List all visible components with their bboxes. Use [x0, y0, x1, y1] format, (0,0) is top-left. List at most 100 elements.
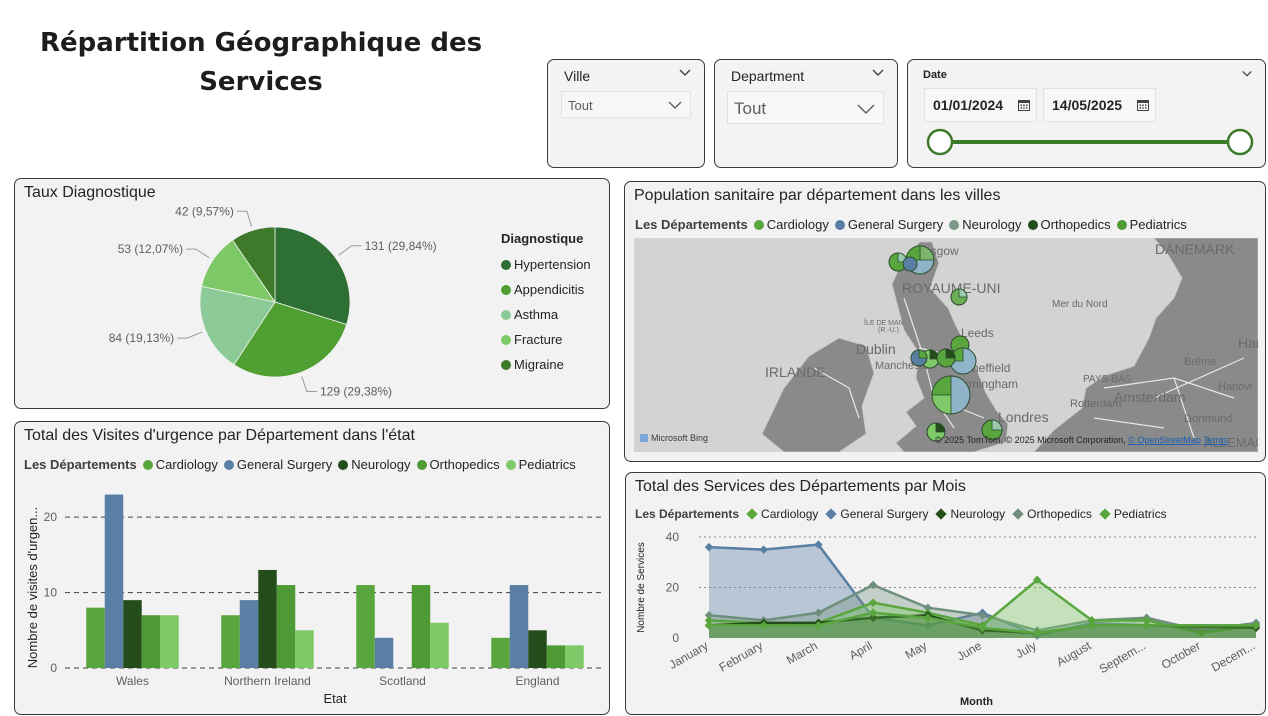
pie-legend-item[interactable]: Appendicitis	[501, 277, 591, 302]
chevron-down-icon[interactable]	[678, 66, 692, 80]
ville-dropdown[interactable]: Tout	[561, 91, 691, 118]
bar[interactable]	[528, 630, 547, 668]
pie-legend-label: Migraine	[514, 357, 564, 372]
legend-item[interactable]: Orthopedics	[1027, 217, 1111, 232]
pie-legend-item[interactable]: Asthma	[501, 302, 591, 327]
date-slicer[interactable]: Date 01/01/2024 14/05/2025	[907, 59, 1266, 168]
map-bubble-small[interactable]	[902, 256, 918, 272]
services-area-card: Total des Services des Départements par …	[625, 472, 1266, 715]
department-slicer[interactable]: Department Tout	[714, 59, 898, 168]
legend-item[interactable]: Pediatrics	[505, 457, 576, 472]
pie-leader-line	[177, 331, 203, 339]
osm-link[interactable]: © OpenStreetMap	[1128, 435, 1201, 445]
legend-item[interactable]: Cardiology	[753, 217, 829, 232]
legend-label: Neurology	[962, 217, 1022, 232]
pie-legend-item[interactable]: Migraine	[501, 352, 591, 377]
map-bubble-derby[interactable]	[936, 348, 956, 368]
legend-item[interactable]: Orthopedics	[416, 457, 500, 472]
bar[interactable]	[295, 630, 314, 668]
data-point[interactable]	[978, 611, 987, 620]
emergency-visits-bar-chart: 0 10 20 Wales Northern Ireland Scotland Englan…	[25, 494, 605, 706]
pie-legend-label: Fracture	[514, 332, 563, 347]
slider-start-handle[interactable]	[926, 128, 954, 156]
bar[interactable]	[123, 600, 142, 668]
start-date-input[interactable]: 01/01/2024	[924, 88, 1037, 122]
legend-item[interactable]: General Surgery	[223, 457, 332, 472]
date-range-slider[interactable]	[918, 122, 1258, 162]
attribution-text: © 2025 TomTom, © 2025 Microsoft Corporat…	[935, 435, 1129, 445]
data-point[interactable]	[814, 608, 823, 617]
bar[interactable]	[509, 585, 529, 668]
bar[interactable]	[411, 585, 431, 668]
department-dropdown[interactable]: Tout	[727, 91, 884, 124]
pie-slice[interactable]	[232, 226, 276, 304]
map-label-irlande: IRLANDE	[765, 364, 826, 380]
bar[interactable]	[258, 569, 277, 668]
legend-item[interactable]: Pediatrics	[1116, 217, 1187, 232]
calendar-icon[interactable]	[1018, 99, 1030, 111]
legend-item[interactable]: General Surgery	[834, 217, 943, 232]
legend-item[interactable]: Orthopedics	[1011, 507, 1092, 521]
bar[interactable]	[565, 645, 584, 668]
bar[interactable]	[141, 615, 161, 668]
bar[interactable]	[276, 585, 296, 668]
data-point[interactable]	[868, 598, 878, 607]
page-title: Répartition Géographique des Services	[39, 28, 483, 97]
ville-slicer[interactable]: Ville Tout	[547, 59, 705, 168]
data-point[interactable]	[1032, 575, 1042, 585]
data-point[interactable]	[978, 623, 987, 633]
bar[interactable]	[491, 637, 510, 668]
map-legend-title: Les Départements	[635, 217, 748, 232]
bar[interactable]	[546, 645, 566, 668]
map-label-allemagne: ALLEMAGN	[1204, 435, 1258, 450]
chevron-down-icon[interactable]	[1241, 68, 1253, 80]
legend-item[interactable]: Cardiology	[142, 457, 218, 472]
data-point[interactable]	[868, 608, 878, 617]
data-point[interactable]	[814, 540, 823, 549]
data-point[interactable]	[814, 621, 823, 630]
map-bubble-birmingham[interactable]	[931, 375, 971, 415]
map-bubble-newcastle[interactable]	[950, 288, 968, 306]
bar[interactable]	[374, 637, 394, 668]
department-dropdown-value: Tout	[734, 99, 767, 118]
data-point[interactable]	[868, 613, 878, 623]
legend-item[interactable]: Pediatrics	[1098, 507, 1167, 521]
map-bubble-liverpool[interactable]	[910, 349, 928, 367]
data-point[interactable]	[868, 580, 878, 590]
map-label-breme: Brême	[1184, 356, 1216, 368]
y-tick-label: 20	[666, 581, 680, 595]
data-point[interactable]	[704, 611, 714, 620]
bar[interactable]	[221, 615, 240, 668]
pie-slice[interactable]	[233, 301, 348, 378]
bar-card-title: Total des Visites d'urgence par Départem…	[24, 427, 415, 444]
map-bubble-bristol[interactable]	[926, 422, 946, 442]
calendar-icon[interactable]	[1137, 99, 1149, 111]
bar[interactable]	[239, 600, 259, 668]
pie-legend-item[interactable]: Fracture	[501, 327, 591, 352]
map-bubble-london[interactable]	[981, 419, 1003, 441]
pie-slice[interactable]	[199, 285, 276, 366]
bar[interactable]	[160, 615, 179, 668]
chevron-down-icon[interactable]	[871, 66, 885, 80]
legend-item[interactable]: Cardiology	[745, 507, 818, 521]
bar[interactable]	[356, 585, 375, 668]
pie-slice[interactable]	[274, 226, 351, 325]
end-date-value: 14/05/2025	[1052, 97, 1123, 113]
bar[interactable]	[430, 622, 449, 668]
bar[interactable]	[104, 494, 124, 668]
map-label-dortmund: Dortmund	[1184, 413, 1232, 425]
legend-item[interactable]: Neurology	[338, 457, 411, 472]
x-tick-label: March	[784, 638, 820, 667]
slider-end-handle[interactable]	[1226, 128, 1254, 156]
data-point[interactable]	[1197, 628, 1206, 638]
uk-map[interactable]: DANEMARK ROYAUME-UNI Mer du Nord ÎLE DE …	[634, 238, 1258, 452]
legend-item[interactable]: General Surgery	[824, 507, 928, 521]
bar[interactable]	[86, 607, 105, 668]
legend-item[interactable]: Neurology	[934, 507, 1005, 521]
data-point[interactable]	[1032, 628, 1042, 638]
pie-legend-item[interactable]: Hypertension	[501, 252, 591, 277]
end-date-input[interactable]: 14/05/2025	[1043, 88, 1156, 122]
series-line[interactable]	[709, 611, 1256, 635]
legend-item[interactable]: Neurology	[949, 217, 1022, 232]
terms-link[interactable]: Terms	[1203, 435, 1228, 445]
